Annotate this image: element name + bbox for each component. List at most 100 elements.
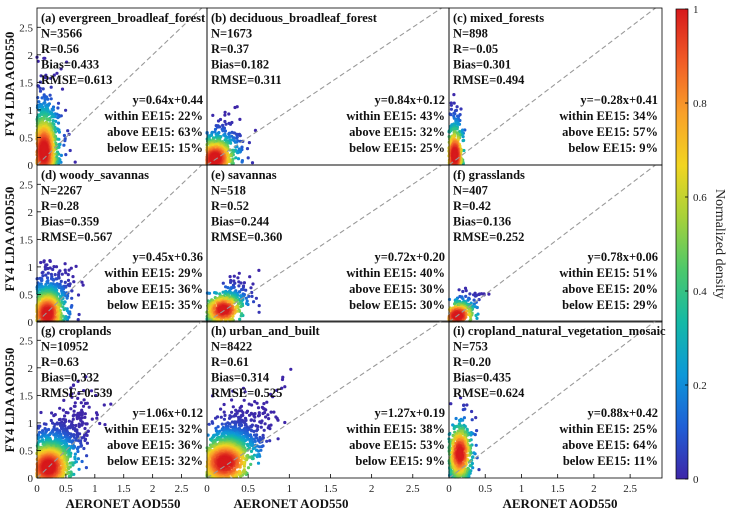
density-point	[84, 466, 88, 470]
density-point	[77, 312, 81, 317]
stat-n: N=518	[211, 184, 246, 198]
density-point	[459, 107, 463, 111]
density-point	[230, 130, 234, 134]
density-point	[56, 101, 61, 105]
stat-within: within EE15: 43%	[346, 109, 445, 123]
density-point	[46, 109, 50, 114]
density-point	[43, 267, 48, 271]
density-point	[66, 129, 70, 133]
density-point	[83, 438, 87, 443]
stat-fit: y=0.78x+0.06	[588, 250, 659, 264]
density-point	[72, 409, 76, 413]
density-point	[48, 259, 52, 263]
density-point	[98, 421, 102, 426]
density-point	[39, 74, 43, 78]
density-point	[65, 60, 69, 64]
density-point	[67, 268, 71, 272]
density-point	[60, 272, 64, 276]
density-point	[82, 446, 86, 451]
stat-fit: y=0.64x+0.44	[133, 93, 204, 107]
density-point	[452, 101, 456, 105]
stat-n: N=3566	[41, 27, 82, 41]
density-point	[52, 278, 56, 282]
density-point	[81, 283, 85, 287]
density-point	[257, 268, 261, 272]
density-point	[44, 73, 48, 77]
density-point	[76, 293, 81, 297]
density-point	[68, 461, 72, 465]
density-point	[40, 278, 44, 282]
density-point	[83, 426, 87, 431]
density-point	[83, 401, 88, 406]
density-point	[51, 267, 55, 272]
density-point	[251, 282, 255, 286]
stat-rmse: RMSE=0.311	[211, 73, 282, 87]
density-point	[69, 407, 73, 411]
density-point	[90, 417, 94, 421]
density-point	[39, 410, 43, 415]
density-point	[223, 138, 227, 142]
density-point	[45, 276, 50, 280]
panel-f: (f) grasslandsN=407R=0.42Bias=0.136RMSE=…	[447, 164, 663, 323]
density-point	[37, 100, 41, 104]
density-point	[51, 119, 55, 123]
density-point	[223, 119, 227, 124]
stat-within: within EE15: 29%	[104, 266, 203, 280]
density-point	[231, 314, 235, 318]
density-point	[64, 108, 68, 112]
density-point	[38, 113, 42, 118]
stat-r: R=0.56	[41, 42, 79, 56]
density-point	[453, 153, 457, 157]
density-point	[60, 87, 65, 91]
density-point	[240, 312, 244, 316]
density-point	[64, 410, 68, 415]
stat-below: below EE15: 15%	[107, 141, 203, 155]
density-point	[52, 73, 56, 77]
stat-r: R=0.52	[211, 199, 249, 213]
density-point	[87, 405, 91, 409]
density-point	[49, 112, 53, 116]
stat-n: N=2267	[41, 184, 82, 198]
density-point	[227, 132, 231, 136]
y-tick-label: 1.5	[19, 77, 33, 89]
density-point	[61, 436, 65, 440]
density-point	[467, 309, 471, 313]
panel-title: (b) deciduous_broadleaf_forest	[211, 11, 378, 25]
density-point	[42, 101, 46, 105]
density-point	[228, 122, 233, 126]
stat-rmse: RMSE=0.252	[453, 230, 524, 244]
density-point	[253, 128, 257, 132]
density-point	[453, 112, 457, 116]
y-tick-label: 1	[28, 105, 34, 117]
density-point	[239, 281, 243, 285]
stat-fit: y=0.72x+0.20	[375, 250, 446, 264]
density-point	[49, 85, 53, 89]
density-point	[460, 129, 464, 133]
density-point	[216, 125, 220, 129]
density-point	[70, 289, 74, 293]
density-point	[61, 408, 65, 412]
stat-bias: Bias=0.433	[41, 58, 99, 72]
density-point	[248, 275, 252, 279]
density-point	[214, 291, 218, 295]
density-point	[38, 86, 42, 90]
density-point	[42, 56, 46, 60]
stat-bias: Bias=0.136	[453, 215, 511, 229]
density-point	[467, 313, 471, 317]
density-point	[207, 291, 212, 295]
density-point	[227, 112, 231, 116]
density-point	[43, 97, 47, 102]
stat-below: below EE15: 29%	[562, 298, 658, 312]
stat-bias: Bias=0.359	[41, 215, 99, 229]
density-point	[237, 271, 241, 275]
density-point	[66, 278, 71, 282]
density-point	[41, 87, 45, 91]
density-point	[449, 103, 453, 107]
density-point	[213, 130, 217, 134]
y-tick-label: 0.5	[19, 132, 33, 144]
density-point	[246, 156, 250, 160]
panel-grid: 00.511.522.5(a) evergreen_broadleaf_fore…	[19, 7, 666, 495]
density-point	[39, 260, 43, 265]
density-point	[59, 67, 63, 71]
